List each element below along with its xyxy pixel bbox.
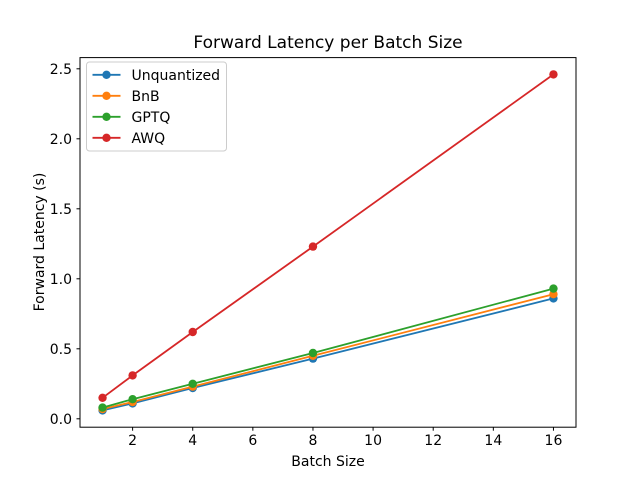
data-point bbox=[188, 327, 197, 337]
series-line bbox=[102, 293, 554, 410]
x-tick-label: 16 bbox=[545, 433, 563, 449]
legend-label: BnB bbox=[132, 89, 160, 105]
data-point bbox=[549, 70, 558, 79]
legend-marker bbox=[102, 112, 111, 122]
x-tick-label: 6 bbox=[248, 433, 257, 449]
legend-label: AWQ bbox=[132, 131, 166, 147]
series-unquantized bbox=[98, 294, 558, 415]
y-tick-label: 2.5 bbox=[50, 62, 72, 78]
y-tick-label: 0.0 bbox=[50, 412, 72, 428]
legend-item-gptq: GPTQ bbox=[92, 110, 171, 126]
legend-marker bbox=[102, 70, 111, 80]
data-point bbox=[308, 242, 318, 251]
y-tick-label: 1.0 bbox=[50, 272, 72, 288]
legend-item-unquantized: Unquantized bbox=[92, 68, 221, 84]
data-point bbox=[98, 393, 107, 402]
series-line bbox=[102, 297, 554, 412]
y-tick-label: 1.5 bbox=[50, 202, 72, 218]
y-tick-label: 0.5 bbox=[50, 342, 72, 358]
data-point bbox=[188, 379, 197, 388]
series-gptq bbox=[98, 284, 558, 412]
legend-label: GPTQ bbox=[132, 110, 171, 126]
legend-marker bbox=[102, 133, 111, 142]
legend-label: Unquantized bbox=[132, 68, 221, 84]
x-tick-label: 12 bbox=[424, 433, 442, 449]
series-awq bbox=[98, 70, 558, 402]
x-tick-label: 14 bbox=[484, 433, 502, 449]
data-point bbox=[549, 284, 558, 293]
y-tick-label: 2.0 bbox=[50, 132, 72, 148]
plot-area: 2 4 6 8 10 12 14 16 0.0 0.5 1.0 1.5 2.0 2.5 bbox=[50, 57, 577, 449]
data-point bbox=[128, 371, 137, 380]
x-tick-label: 8 bbox=[309, 433, 318, 449]
x-axis-label: Batch Size bbox=[291, 454, 364, 470]
y-axis-label: Forward Latency (s) bbox=[32, 173, 48, 312]
x-tick-label: 2 bbox=[128, 433, 137, 449]
legend-marker bbox=[102, 91, 111, 101]
data-point bbox=[98, 403, 107, 412]
legend-item-awq: AWQ bbox=[92, 131, 166, 147]
plot-border bbox=[79, 57, 577, 428]
legend-box bbox=[86, 61, 227, 152]
x-tick-label: 10 bbox=[364, 433, 382, 449]
legend: Unquantized BnB GPTQ AWQ bbox=[86, 61, 227, 152]
x-tick-label: 4 bbox=[188, 433, 197, 449]
chart-title: Forward Latency per Batch Size bbox=[193, 33, 462, 53]
data-point bbox=[308, 348, 318, 358]
data-point bbox=[128, 395, 137, 404]
legend-item-bnb: BnB bbox=[92, 89, 160, 105]
